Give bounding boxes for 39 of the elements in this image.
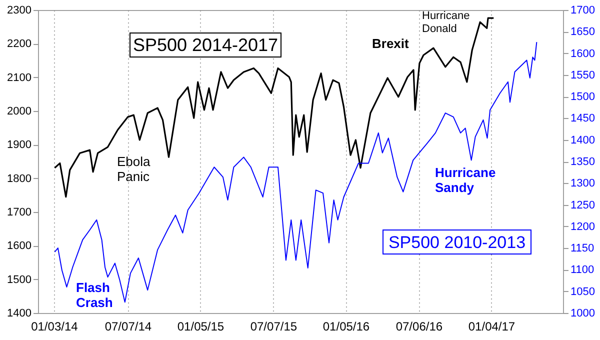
series-label: SP500 2014-2017 (132, 35, 278, 55)
y2-tick-label: 1100 (570, 264, 594, 276)
y-tick-label: 1700 (7, 206, 32, 218)
x-tick-label: 07/07/15 (250, 320, 298, 334)
y2-tick-label: 1200 (570, 220, 595, 233)
y-tick-label: 1900 (7, 139, 32, 152)
annotation: Flash Crash (76, 280, 113, 310)
x-tick-label: 01/04/17 (468, 320, 516, 334)
y2-tick-label: 1400 (570, 134, 595, 146)
y-tick-label: 2200 (7, 38, 32, 50)
y-tick-label: 1500 (7, 274, 32, 286)
y2-tick-label: 1150 (570, 242, 594, 255)
y-tick-label: 1800 (7, 172, 32, 185)
y-tick-label: 2100 (7, 72, 32, 84)
x-tick-label: 01/05/16 (322, 320, 370, 334)
x-tick-label: 07/06/16 (396, 320, 443, 334)
y2-tick-label: 1350 (570, 156, 595, 168)
y2-tick-label: 1300 (570, 178, 595, 190)
y2-tick-label: 1450 (570, 112, 595, 125)
annotation: Hurricane Donald (422, 10, 470, 35)
y-tick-label: 1400 (7, 308, 32, 320)
y2-tick-label: 1600 (570, 48, 595, 60)
y2-tick-label: 1500 (570, 91, 595, 104)
annotation: Brexit (372, 36, 410, 51)
y2-tick-label: 1250 (570, 199, 595, 212)
y2-tick-label: 1050 (570, 286, 595, 298)
y2-tick-label: 1550 (570, 69, 595, 82)
annotation: Ebola Panic (117, 154, 152, 184)
x-tick-label: 01/03/14 (31, 320, 78, 334)
y2-tick-label: 1700 (570, 4, 595, 16)
x-tick-label: 07/07/14 (104, 320, 152, 334)
y2-tick-label: 1000 (570, 308, 595, 320)
x-tick-label: 01/05/15 (177, 320, 224, 334)
annotation: Hurricane Sandy (435, 165, 496, 195)
y-tick-label: 2300 (7, 4, 32, 16)
y-tick-label: 1600 (7, 240, 32, 252)
y-tick-label: 2000 (7, 106, 32, 118)
y2-tick-label: 1650 (570, 26, 595, 38)
text: SP500 2010-2013 (388, 233, 526, 252)
